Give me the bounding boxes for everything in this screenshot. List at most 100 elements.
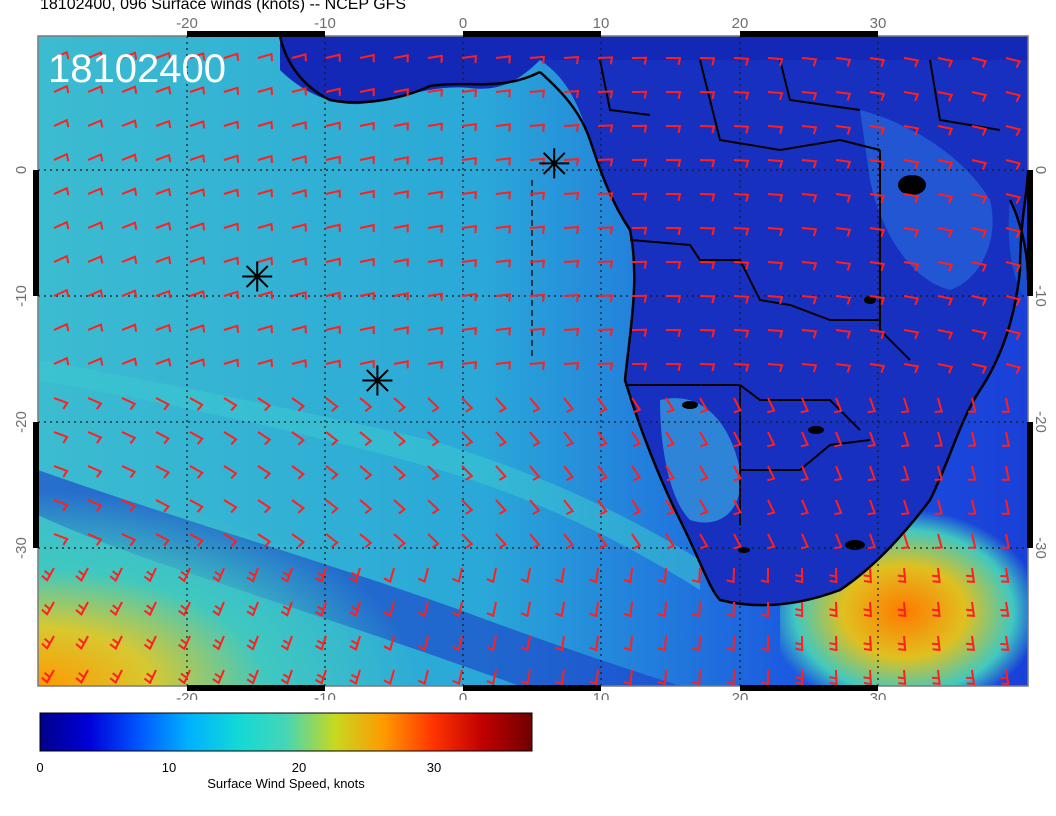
wind-barb	[427, 88, 443, 97]
wind-barb	[554, 567, 565, 584]
wind-barb	[897, 669, 907, 686]
wind-barb	[223, 120, 240, 129]
wind-barb	[971, 363, 988, 374]
wind-barb	[834, 533, 843, 550]
wind-barb	[665, 533, 675, 550]
wind-barb	[863, 669, 872, 686]
wind-barb	[291, 257, 307, 266]
wind-barb	[726, 601, 735, 618]
wind-barb	[461, 88, 477, 98]
wind-barb	[53, 397, 69, 410]
wind-barb	[461, 360, 477, 370]
wind-barb	[359, 431, 373, 447]
wind-barb	[934, 397, 943, 413]
wind-barb	[325, 53, 341, 62]
wind-barb	[53, 152, 70, 162]
wind-barb	[563, 431, 575, 447]
wind-barb	[291, 53, 307, 62]
lat-tick: 0	[1032, 166, 1049, 174]
wind-barb	[901, 431, 910, 448]
date-stamp: 18102400	[48, 47, 226, 91]
wind-barb	[589, 669, 599, 686]
wind-barb	[733, 465, 742, 482]
wind-barb	[1001, 533, 1011, 549]
wind-barb	[325, 359, 341, 368]
wind-barb	[53, 186, 70, 196]
wind-barb	[189, 256, 206, 265]
wind-barb	[801, 295, 818, 305]
wind-barb	[495, 499, 507, 515]
wind-barb	[246, 635, 259, 651]
wind-barb	[631, 431, 642, 448]
wind-barb	[971, 57, 988, 68]
wind-barb	[897, 601, 907, 618]
wind-barb	[495, 431, 507, 447]
wind-barb	[863, 567, 872, 584]
wind-barb	[359, 533, 373, 549]
wind-barb	[597, 533, 608, 550]
wind-barb	[121, 397, 137, 411]
wind-barb	[834, 499, 843, 516]
namibia-highland	[660, 398, 741, 523]
wind-barb	[563, 192, 580, 201]
wind-barb	[257, 499, 272, 514]
wind-barb	[53, 465, 69, 478]
wind-barb	[495, 533, 507, 549]
wind-barb	[291, 121, 307, 130]
wind-barb	[121, 255, 138, 264]
lon-tick: -20	[176, 690, 198, 700]
wind-barb	[291, 291, 307, 300]
wind-barb	[529, 397, 541, 413]
storm-markers	[242, 148, 570, 396]
wind-barb	[563, 397, 575, 413]
wind-barb	[393, 326, 409, 335]
wind-barb	[563, 158, 580, 167]
wind-barb	[87, 221, 104, 230]
wind-barb	[931, 635, 941, 652]
wind-barb	[835, 363, 852, 373]
wind-barb	[726, 567, 735, 584]
wind-barb	[631, 226, 648, 235]
wind-barb	[657, 601, 667, 618]
lon-tick: -10	[314, 15, 336, 32]
wind-barb	[966, 567, 976, 583]
wind-barb	[121, 533, 137, 547]
wind-barb	[427, 360, 443, 369]
wind-barb	[903, 193, 920, 204]
lat-tick: -30	[13, 537, 30, 559]
wind-barb	[665, 159, 682, 168]
wind-barb	[554, 669, 565, 686]
wind-barb	[325, 397, 339, 412]
wind-barb	[155, 431, 171, 445]
wind-barb	[529, 361, 546, 370]
wind-barb	[1005, 295, 1022, 307]
wind-barb	[359, 121, 375, 131]
wind-barb	[597, 465, 608, 482]
wind-barb	[359, 465, 373, 481]
wind-barb	[452, 669, 463, 686]
wind-barb	[75, 567, 89, 582]
wind-barb	[393, 258, 409, 267]
wind-barb	[903, 227, 920, 238]
wind-barb	[692, 635, 701, 652]
wind-barb	[597, 192, 614, 201]
wind-barb	[121, 221, 138, 230]
wind-barb	[733, 125, 750, 134]
wind-barb	[53, 322, 70, 332]
wind-barb	[589, 567, 599, 584]
wind-barb	[767, 91, 784, 101]
wind-barb	[869, 91, 886, 102]
wind-barb	[937, 57, 954, 68]
wind-barb	[257, 324, 273, 334]
wind-barb	[901, 533, 910, 550]
wind-barb	[53, 50, 70, 60]
wind-barb	[563, 56, 580, 65]
wind-barb	[937, 227, 954, 238]
wind-barb	[495, 293, 512, 302]
wind-barb	[427, 122, 443, 131]
wind-barb	[87, 255, 104, 264]
wind-barb	[903, 91, 920, 102]
wind-barb	[155, 85, 172, 95]
wind-barb	[835, 193, 852, 203]
star-marker	[362, 365, 393, 396]
